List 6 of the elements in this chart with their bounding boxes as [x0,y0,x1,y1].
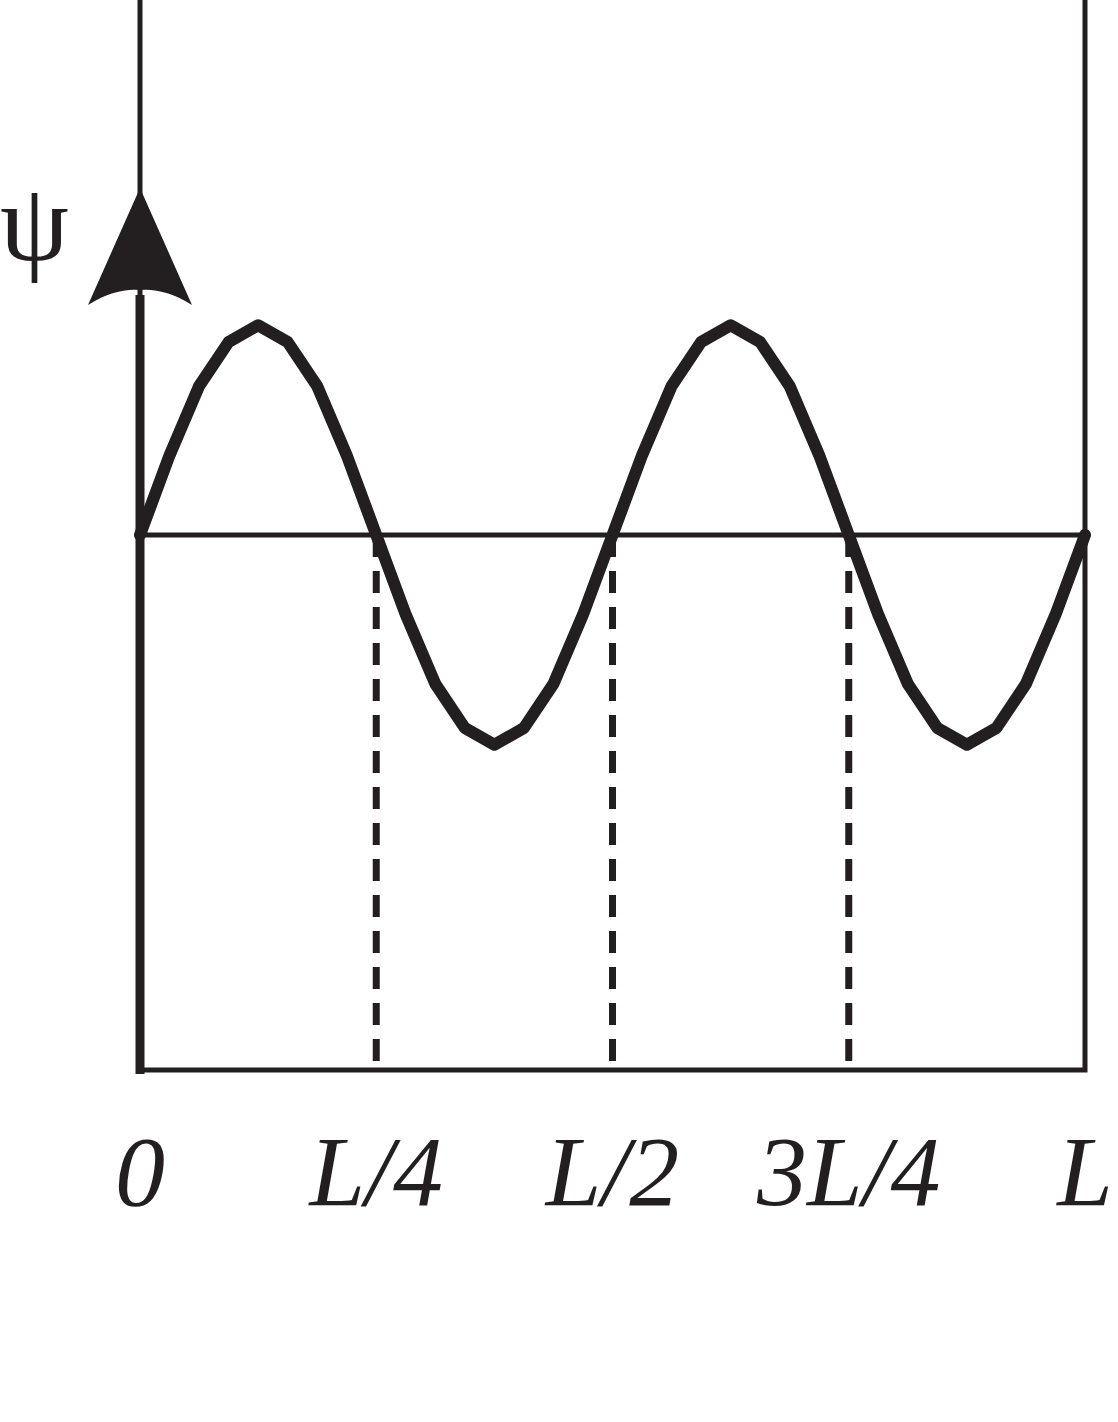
x-tick-label: L [1055,1116,1113,1227]
x-tick-label: L/4 [307,1116,443,1227]
x-tick-label: 0 [115,1116,165,1227]
x-tick-label: 3L/4 [756,1116,941,1227]
x-tick-label: L/2 [543,1116,680,1227]
y-axis-title: ψ [0,161,69,286]
